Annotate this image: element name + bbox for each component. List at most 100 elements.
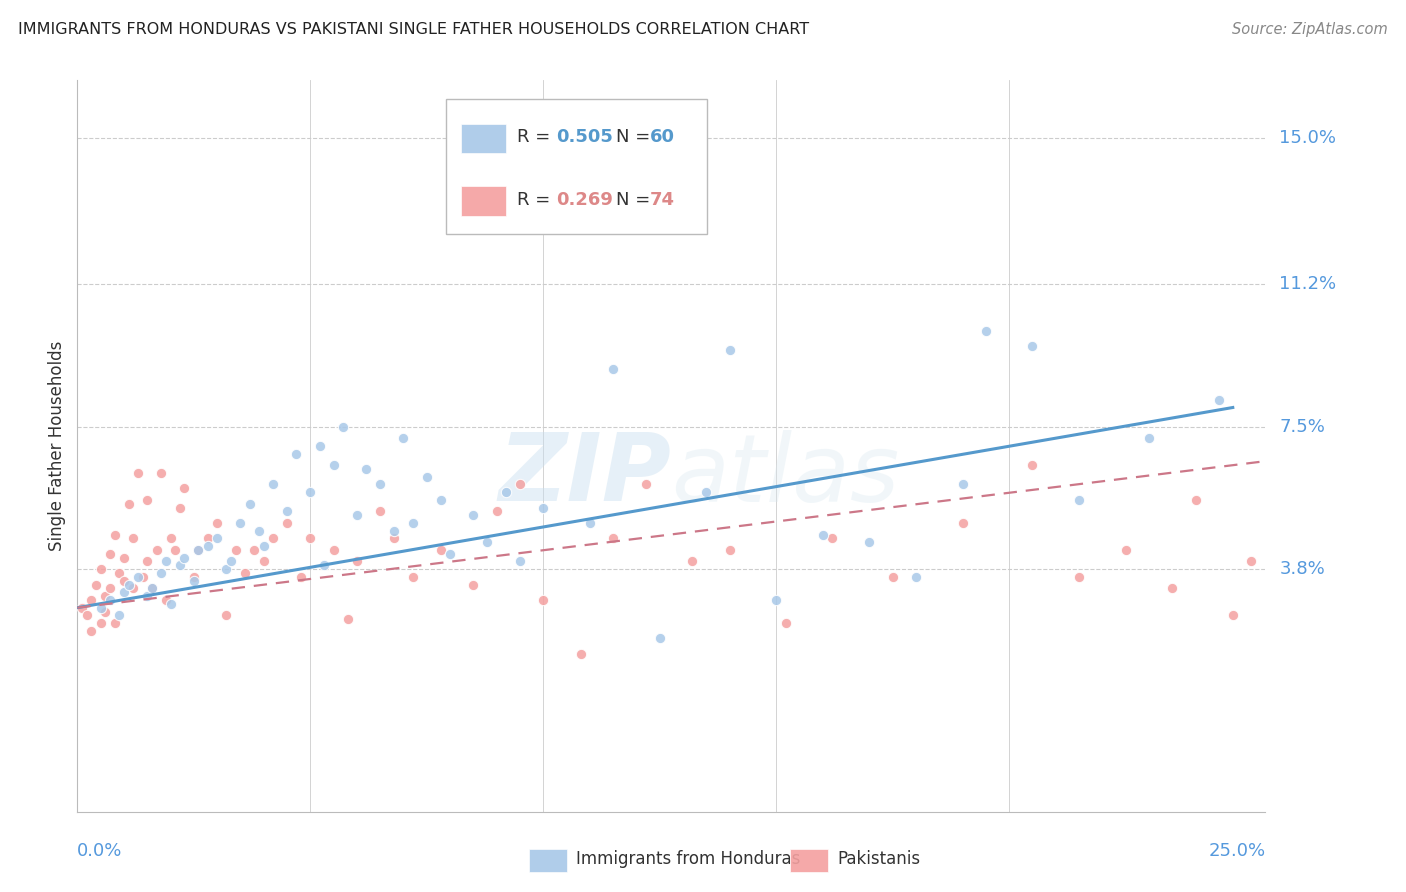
Text: Source: ZipAtlas.com: Source: ZipAtlas.com bbox=[1232, 22, 1388, 37]
Point bbox=[159, 532, 181, 546]
Point bbox=[509, 477, 531, 491]
Point bbox=[239, 497, 262, 511]
Text: Pakistanis: Pakistanis bbox=[838, 850, 921, 868]
Point bbox=[276, 516, 298, 530]
Point bbox=[952, 516, 974, 530]
Point bbox=[150, 466, 173, 480]
Point bbox=[1222, 608, 1244, 623]
Point bbox=[183, 570, 205, 584]
Point bbox=[463, 508, 485, 523]
Point bbox=[136, 554, 159, 568]
Text: 60: 60 bbox=[650, 128, 675, 146]
Point bbox=[495, 485, 517, 500]
Text: 0.0%: 0.0% bbox=[77, 842, 122, 860]
Point bbox=[127, 466, 149, 480]
Point bbox=[336, 612, 359, 626]
Point bbox=[155, 554, 177, 568]
Point bbox=[1268, 504, 1291, 518]
Point bbox=[354, 462, 377, 476]
Point bbox=[90, 616, 112, 631]
Point bbox=[122, 582, 145, 596]
Point bbox=[84, 577, 107, 591]
Point bbox=[187, 543, 209, 558]
Point bbox=[695, 485, 717, 500]
Point bbox=[314, 558, 336, 573]
Point bbox=[1021, 339, 1043, 353]
Point bbox=[205, 516, 228, 530]
Text: 0.269: 0.269 bbox=[557, 191, 613, 209]
Text: 15.0%: 15.0% bbox=[1279, 129, 1336, 147]
Bar bbox=[790, 849, 828, 872]
Point bbox=[1184, 492, 1206, 507]
Point bbox=[634, 477, 657, 491]
Point bbox=[104, 527, 127, 541]
Point bbox=[485, 504, 508, 518]
Point bbox=[131, 570, 153, 584]
Text: 74: 74 bbox=[650, 191, 675, 209]
Point bbox=[90, 600, 112, 615]
Point bbox=[253, 539, 276, 553]
Point bbox=[219, 554, 242, 568]
Point bbox=[811, 527, 834, 541]
Point bbox=[1208, 392, 1230, 407]
Point bbox=[108, 566, 131, 580]
Point bbox=[262, 532, 284, 546]
Point bbox=[648, 632, 671, 646]
Point bbox=[169, 500, 191, 515]
Point bbox=[173, 550, 195, 565]
FancyBboxPatch shape bbox=[446, 99, 707, 234]
Point bbox=[243, 543, 266, 558]
Point bbox=[112, 550, 135, 565]
Point bbox=[429, 543, 451, 558]
Point bbox=[159, 597, 181, 611]
Point bbox=[382, 532, 405, 546]
Point bbox=[141, 582, 163, 596]
Text: IMMIGRANTS FROM HONDURAS VS PAKISTANI SINGLE FATHER HOUSEHOLDS CORRELATION CHART: IMMIGRANTS FROM HONDURAS VS PAKISTANI SI… bbox=[18, 22, 810, 37]
Text: 11.2%: 11.2% bbox=[1279, 276, 1337, 293]
Point bbox=[98, 582, 121, 596]
Text: 7.5%: 7.5% bbox=[1279, 417, 1326, 436]
Point bbox=[974, 324, 997, 338]
Text: R =: R = bbox=[517, 128, 555, 146]
Point bbox=[290, 570, 312, 584]
Point bbox=[145, 543, 167, 558]
Point bbox=[233, 566, 256, 580]
Point bbox=[183, 574, 205, 588]
Point bbox=[718, 543, 741, 558]
Text: ZIP: ZIP bbox=[499, 429, 672, 521]
Point bbox=[821, 532, 844, 546]
Point bbox=[117, 577, 139, 591]
Point bbox=[1067, 492, 1090, 507]
Point bbox=[117, 497, 139, 511]
Point bbox=[76, 608, 98, 623]
Point bbox=[531, 500, 554, 515]
Bar bbox=[461, 186, 506, 216]
Point bbox=[531, 593, 554, 607]
Point bbox=[215, 562, 238, 576]
Point bbox=[1137, 431, 1160, 445]
Point bbox=[1315, 582, 1337, 596]
Point bbox=[70, 600, 93, 615]
Bar bbox=[461, 124, 506, 153]
Point bbox=[141, 582, 163, 596]
Point bbox=[439, 547, 461, 561]
Point bbox=[346, 508, 368, 523]
Text: 0.505: 0.505 bbox=[557, 128, 613, 146]
Point bbox=[402, 570, 425, 584]
Point bbox=[346, 554, 368, 568]
Point bbox=[262, 477, 284, 491]
Point bbox=[858, 535, 880, 549]
Point bbox=[90, 562, 112, 576]
Point bbox=[253, 554, 276, 568]
Point bbox=[127, 570, 149, 584]
Point bbox=[150, 566, 173, 580]
Point bbox=[169, 558, 191, 573]
Point bbox=[416, 470, 439, 484]
Point bbox=[285, 447, 308, 461]
Point bbox=[1115, 543, 1137, 558]
Point bbox=[322, 458, 344, 473]
Point bbox=[98, 593, 121, 607]
Point bbox=[602, 532, 624, 546]
Point bbox=[1067, 570, 1090, 584]
Text: atlas: atlas bbox=[672, 430, 900, 521]
